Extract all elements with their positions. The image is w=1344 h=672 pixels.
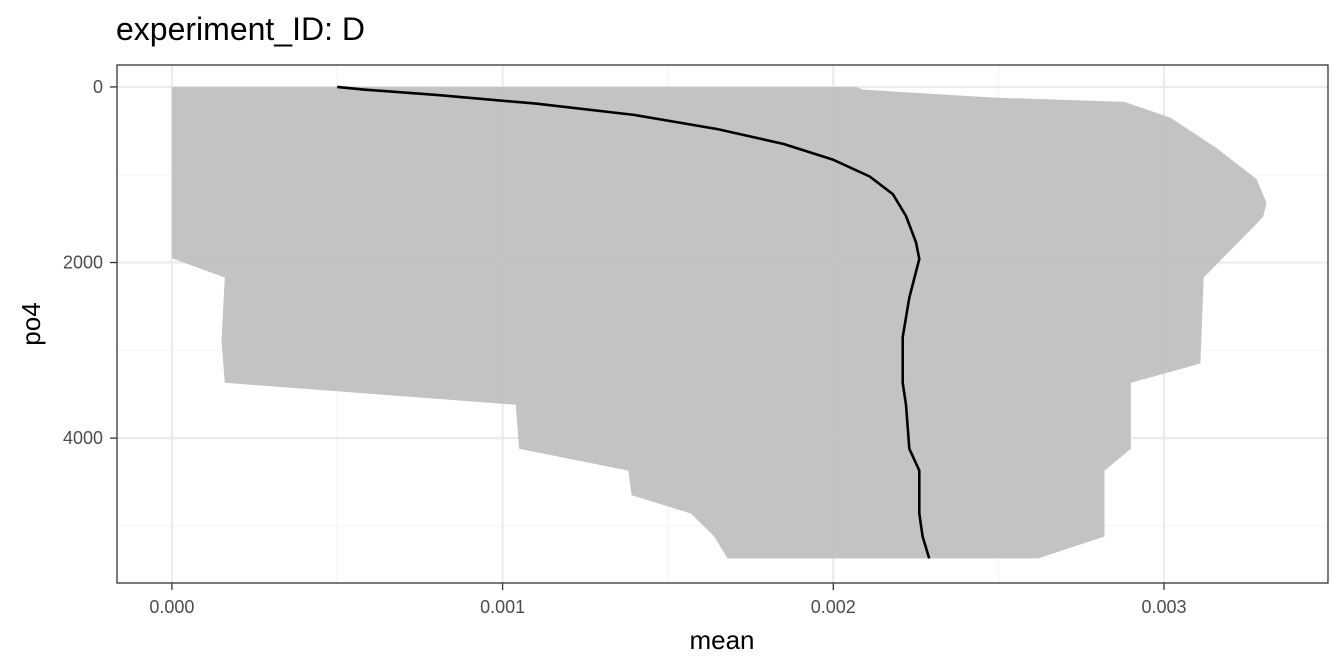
panel-border [116, 64, 1329, 584]
chart-title: experiment_ID: D [116, 11, 365, 47]
x-tick-label: 0.003 [1141, 597, 1186, 617]
y-tick-label: 4000 [63, 428, 103, 448]
x-tick-label: 0.001 [480, 597, 525, 617]
x-axis: 0.000 0.001 0.002 0.003 [149, 583, 1186, 617]
plot-marks [171, 85, 1267, 559]
y-tick-label: 0 [93, 77, 103, 97]
x-tick-label: 0.000 [149, 597, 194, 617]
y-axis: 0 2000 4000 [63, 77, 117, 448]
y-axis-title: po4 [16, 302, 46, 345]
x-tick-label: 0.002 [811, 597, 856, 617]
x-axis-title: mean [689, 625, 754, 655]
y-tick-label: 2000 [63, 253, 103, 273]
mean-line [337, 85, 931, 559]
ribbon-band [171, 86, 1267, 559]
